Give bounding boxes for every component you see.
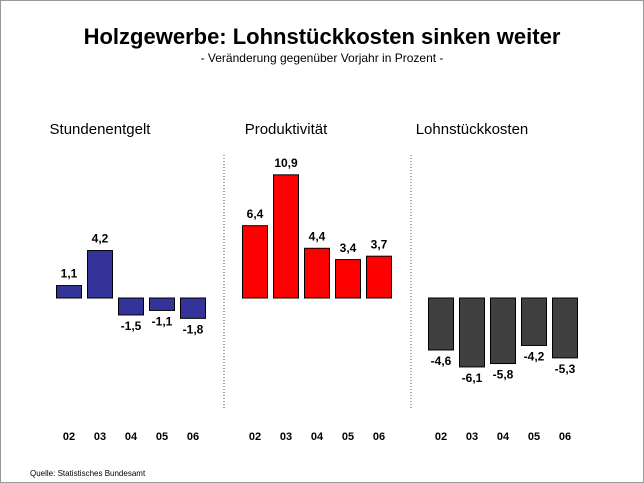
bar: [366, 255, 392, 299]
value-label: 4,4: [309, 229, 326, 243]
value-label: -4,2: [524, 350, 545, 364]
bar: [180, 297, 206, 319]
bar: [118, 297, 144, 316]
value-label: 4,2: [92, 232, 109, 246]
bar: [304, 247, 330, 299]
x-tick-label: 02: [63, 431, 75, 443]
x-tick-label: 03: [280, 431, 292, 443]
value-label: -6,1: [462, 371, 483, 385]
bar: [428, 297, 454, 351]
bar: [490, 297, 516, 365]
x-tick-label: 05: [156, 431, 168, 443]
source: Quelle: Statistisches Bundesamt: [30, 469, 146, 478]
panel-title: Lohnstückkosten: [416, 121, 529, 138]
bar: [552, 297, 578, 359]
bar: [273, 174, 299, 299]
x-tick-label: 03: [466, 431, 478, 443]
x-tick-label: 04: [125, 431, 138, 443]
value-label: -1,5: [121, 319, 142, 333]
value-label: -4,6: [431, 354, 452, 368]
bar: [149, 297, 175, 311]
panel-title: Produktivität: [245, 121, 328, 138]
value-label: 6,4: [247, 207, 264, 221]
value-label: 10,9: [274, 156, 298, 170]
value-label: -5,3: [555, 362, 576, 376]
x-tick-label: 06: [373, 431, 385, 443]
bar: [459, 297, 485, 368]
bar: [242, 225, 268, 299]
x-tick-label: 06: [187, 431, 199, 443]
chart-title: Holzgewerbe: Lohnstückkosten sinken weit…: [84, 24, 561, 49]
bar: [335, 259, 361, 299]
x-tick-label: 06: [559, 431, 571, 443]
x-tick-label: 02: [435, 431, 447, 443]
bar: [87, 250, 113, 299]
value-label: -1,1: [152, 315, 173, 329]
panel-title: Stundenentgelt: [50, 121, 152, 138]
bar: [521, 297, 547, 346]
value-label: 3,4: [340, 241, 357, 255]
value-label: -1,8: [183, 323, 204, 337]
x-tick-label: 05: [342, 431, 354, 443]
bar: [56, 285, 82, 299]
x-tick-label: 04: [497, 431, 510, 443]
x-tick-label: 03: [94, 431, 106, 443]
x-tick-label: 02: [249, 431, 261, 443]
value-label: 1,1: [61, 267, 78, 281]
value-label: 3,7: [371, 237, 388, 251]
value-label: -5,8: [493, 368, 514, 382]
x-tick-label: 04: [311, 431, 324, 443]
chart-subtitle: - Veränderung gegenüber Vorjahr in Proze…: [201, 51, 444, 65]
x-tick-label: 05: [528, 431, 540, 443]
